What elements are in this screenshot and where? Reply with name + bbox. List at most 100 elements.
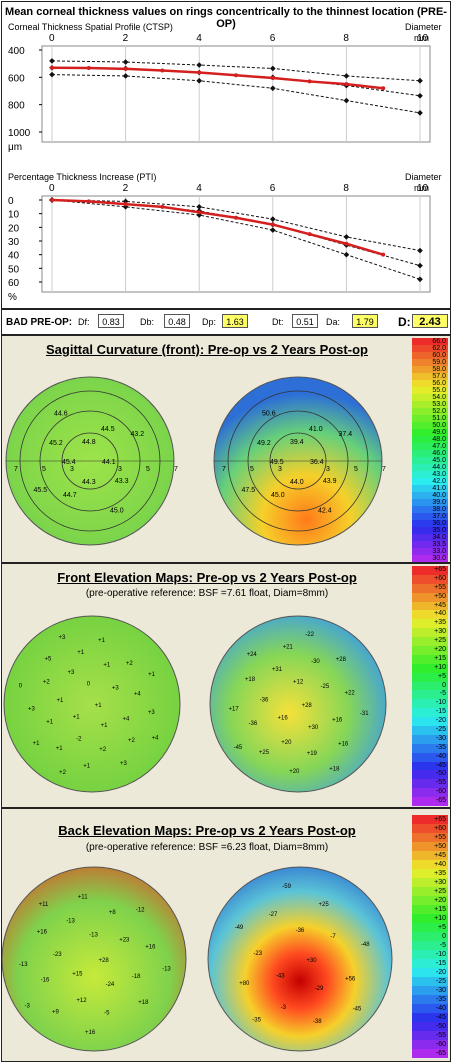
back-left-value: -13 <box>19 962 28 968</box>
data-point <box>270 222 275 227</box>
bad-key: Dp: <box>202 317 217 327</box>
y-tick-label: 30 <box>8 237 20 248</box>
data-point <box>307 79 312 84</box>
scale-step: 51.0 <box>412 415 448 422</box>
scale-step: -60 <box>412 788 448 798</box>
back-left-value: -5 <box>104 1011 110 1017</box>
scale-step: +30 <box>412 878 448 887</box>
scale-step: 47.0 <box>412 443 448 450</box>
front-left-value: +2 <box>99 747 107 753</box>
front-right-value: +12 <box>293 679 304 685</box>
front-left-value: +4 <box>123 716 131 722</box>
data-point <box>344 241 349 246</box>
front-left-value: +3 <box>28 706 36 712</box>
front-left-value: +1 <box>33 741 41 747</box>
ring-label: 3 <box>70 466 74 473</box>
back-right-value: -59 <box>282 884 291 890</box>
sagittal-value: 41.0 <box>309 426 323 433</box>
sagittal-value: 43.9 <box>323 478 337 485</box>
sagittal-value: 39.4 <box>290 439 304 446</box>
profile-charts: Corneal Thickness Spatial Profile (CTSP)… <box>8 22 442 303</box>
scale-step: 52.0 <box>412 408 448 415</box>
back-left-value: +8 <box>109 910 117 916</box>
front-left-value: +2 <box>126 661 134 667</box>
back-left-value: +16 <box>37 930 48 936</box>
x-tick-label: 2 <box>123 33 129 44</box>
scale-step: 50.0 <box>412 422 448 429</box>
back-left-value: -16 <box>41 978 50 984</box>
ring-label: 7 <box>14 466 18 473</box>
series-line <box>51 199 421 280</box>
data-point <box>269 65 276 72</box>
front-right-value: +16 <box>338 741 349 747</box>
ring-label: 3 <box>326 466 330 473</box>
front-right-value: -45 <box>234 745 243 751</box>
back-left-value: +15 <box>72 972 83 978</box>
data-point <box>50 198 54 202</box>
scale-step: +55 <box>412 583 448 593</box>
front-color-scale: +65 +60 +55 +50 +45 +40 +35 +30 +25 +20 +15 +10 +5 0-… <box>412 566 448 807</box>
front-left-value: +1 <box>83 763 91 769</box>
data-point <box>417 110 423 116</box>
data-point <box>343 234 350 240</box>
scale-step: +5 <box>412 923 448 932</box>
data-point <box>196 204 203 210</box>
bad-value: 0.48 <box>164 314 190 328</box>
front-right-value: -30 <box>311 659 320 665</box>
sagittal-value: 45.0 <box>271 492 285 499</box>
scale-step: -15 <box>412 959 448 968</box>
scale-step: 54.0 <box>412 394 448 401</box>
sagittal-value: 44.8 <box>82 439 96 446</box>
front-left-value: +1 <box>98 638 106 644</box>
back-left-value: -12 <box>136 908 145 914</box>
scale-step: 60.0 <box>412 352 448 359</box>
data-point <box>234 73 238 78</box>
scale-step: -10 <box>412 950 448 959</box>
front-right-value: +16 <box>278 715 289 721</box>
back-right-value: -3 <box>281 1005 287 1011</box>
front-left-value: +2 <box>43 679 51 685</box>
data-point <box>417 247 423 254</box>
back-right-map <box>207 866 393 1052</box>
sagittal-value: 44.5 <box>101 426 115 433</box>
data-point <box>86 66 91 71</box>
ring-label: 3 <box>118 466 122 473</box>
scale-step: 43.0 <box>412 471 448 478</box>
front-left-value: +2 <box>59 770 67 776</box>
scale-step: -55 <box>412 1031 448 1040</box>
scale-step: 55.0 <box>412 387 448 394</box>
sagittal-value: 45.4 <box>62 459 76 466</box>
sagittal-value: 45.0 <box>110 508 124 515</box>
back-left-value: +23 <box>119 937 130 943</box>
back-color-scale: +65 +60 +55 +50 +45 +40 +35 +30 +25 +20 +15 +10 +5 0-… <box>412 815 448 1058</box>
front-left-value: 0 <box>19 684 23 690</box>
ring-label: 5 <box>42 466 46 473</box>
front-right-value: -25 <box>321 684 330 690</box>
data-point <box>123 202 128 207</box>
scale-step: 0 <box>412 681 448 691</box>
data-point <box>417 276 423 283</box>
front-left-value: 0 <box>87 682 91 688</box>
scale-step: 58.0 <box>412 366 448 373</box>
series-line <box>51 66 384 90</box>
chart-title: Percentage Thickness Increase (PTI) <box>8 172 156 182</box>
x-tick-label: 8 <box>343 33 349 44</box>
front-right-value: -36 <box>260 698 269 704</box>
data-point <box>197 210 202 215</box>
front-left-value: +1 <box>95 703 103 709</box>
back-right-value: +56 <box>345 977 356 983</box>
front-right-value: +28 <box>302 703 313 709</box>
sagittal-value: 47.5 <box>242 487 256 494</box>
scale-step: +55 <box>412 833 448 842</box>
back-right-value: -29 <box>315 986 324 992</box>
scale-step: +50 <box>412 842 448 851</box>
scale-step: +20 <box>412 646 448 655</box>
data-point <box>234 215 238 220</box>
sagittal-value: 44.3 <box>82 479 96 486</box>
scale-step: 56.0 <box>412 380 448 387</box>
scale-step: 33.0 <box>412 548 448 555</box>
header-title: Mean corneal thickness values on rings c… <box>5 6 447 30</box>
front-right-value: -31 <box>360 711 369 717</box>
series-line <box>51 60 421 82</box>
front-elevation-maps: +1 +1 0 +1 +1 +3 -2 +3 +4 +1 +1 +2 +2 +4 +1 +1 +2 +3 +2 +1 +… <box>3 615 387 793</box>
